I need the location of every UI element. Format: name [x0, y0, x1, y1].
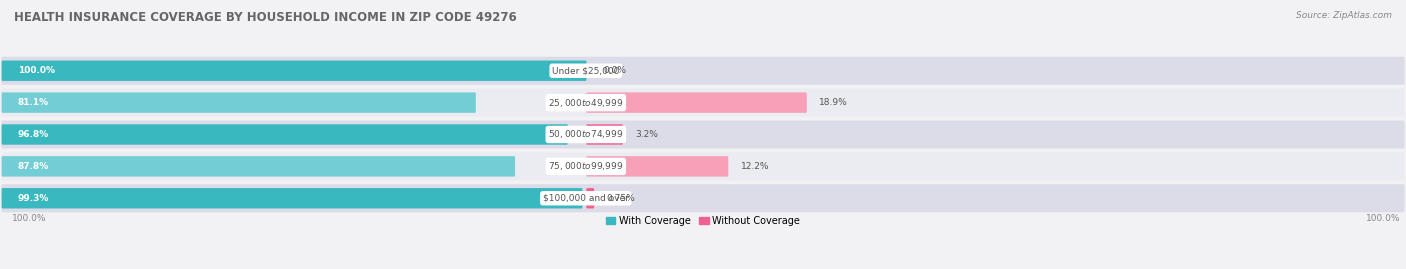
Text: $50,000 to $74,999: $50,000 to $74,999: [548, 129, 623, 140]
Text: 12.2%: 12.2%: [741, 162, 769, 171]
Text: 100.0%: 100.0%: [1365, 214, 1400, 222]
FancyBboxPatch shape: [1, 57, 1405, 85]
Text: $25,000 to $49,999: $25,000 to $49,999: [548, 97, 623, 109]
Legend: With Coverage, Without Coverage: With Coverage, Without Coverage: [602, 212, 804, 229]
FancyBboxPatch shape: [586, 156, 728, 176]
FancyBboxPatch shape: [1, 152, 1405, 180]
FancyBboxPatch shape: [1, 188, 582, 208]
FancyBboxPatch shape: [1, 121, 1405, 148]
Text: 0.0%: 0.0%: [603, 66, 627, 75]
FancyBboxPatch shape: [586, 93, 807, 113]
Text: 100.0%: 100.0%: [17, 66, 55, 75]
Text: 3.2%: 3.2%: [636, 130, 658, 139]
Text: HEALTH INSURANCE COVERAGE BY HOUSEHOLD INCOME IN ZIP CODE 49276: HEALTH INSURANCE COVERAGE BY HOUSEHOLD I…: [14, 11, 517, 24]
Text: 87.8%: 87.8%: [17, 162, 49, 171]
Text: 0.75%: 0.75%: [606, 194, 636, 203]
Text: 100.0%: 100.0%: [11, 214, 46, 222]
FancyBboxPatch shape: [586, 188, 595, 208]
Text: $75,000 to $99,999: $75,000 to $99,999: [548, 160, 623, 172]
Text: 81.1%: 81.1%: [17, 98, 49, 107]
FancyBboxPatch shape: [1, 184, 1405, 212]
FancyBboxPatch shape: [1, 156, 515, 176]
Text: 96.8%: 96.8%: [17, 130, 49, 139]
Text: Under $25,000: Under $25,000: [553, 66, 620, 75]
FancyBboxPatch shape: [1, 61, 586, 81]
FancyBboxPatch shape: [1, 124, 568, 145]
Text: $100,000 and over: $100,000 and over: [543, 194, 628, 203]
FancyBboxPatch shape: [1, 93, 475, 113]
Text: Source: ZipAtlas.com: Source: ZipAtlas.com: [1296, 11, 1392, 20]
Text: 18.9%: 18.9%: [820, 98, 848, 107]
FancyBboxPatch shape: [586, 124, 623, 145]
FancyBboxPatch shape: [1, 89, 1405, 117]
Text: 99.3%: 99.3%: [17, 194, 49, 203]
